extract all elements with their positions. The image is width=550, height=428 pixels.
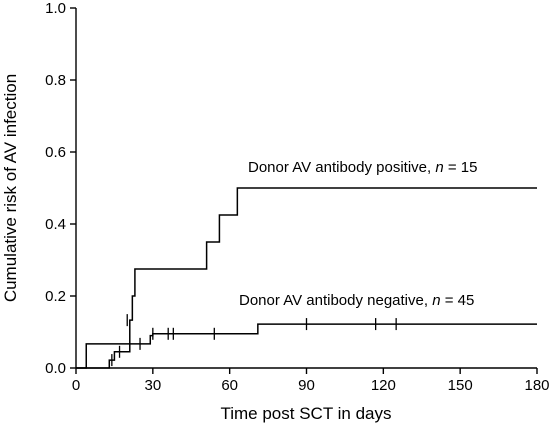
annotation-positive-n: n	[435, 159, 443, 176]
x-tick-label-3: 90	[298, 377, 315, 394]
y-axis-title: Cumulative risk of AV infection	[1, 74, 20, 302]
annotation-negative-suffix: = 45	[441, 292, 475, 309]
annotation-negative: Donor AV antibody negative, n = 45	[239, 292, 474, 309]
x-tick-label-4: 120	[371, 377, 396, 394]
x-tick-label-1: 30	[144, 377, 161, 394]
x-tick-label-0: 0	[72, 377, 80, 394]
y-tick-label-0: 0.0	[45, 360, 66, 377]
annotation-negative-prefix: Donor AV antibody negative,	[239, 292, 432, 309]
annotation-positive: Donor AV antibody positive, n = 15	[248, 159, 477, 176]
x-axis-title: Time post SCT in days	[220, 404, 391, 423]
annotation-positive-prefix: Donor AV antibody positive,	[248, 159, 435, 176]
series-negative-line	[76, 323, 537, 369]
x-tick-label-6: 180	[524, 377, 549, 394]
x-tick-label-2: 60	[221, 377, 238, 394]
annotation-positive-suffix: = 15	[444, 159, 478, 176]
series-positive-line	[76, 187, 537, 369]
y-tick-label-4: 0.8	[45, 72, 66, 89]
annotation-negative-n: n	[432, 292, 440, 309]
y-tick-label-1: 0.2	[45, 288, 66, 305]
y-tick-label-2: 0.4	[45, 216, 66, 233]
y-tick-label-5: 1.0	[45, 0, 66, 17]
y-tick-label-3: 0.6	[45, 144, 66, 161]
x-tick-label-5: 150	[448, 377, 473, 394]
ticks: 0 30 60 90 120 150 180 0.0 0.2 0.4 0.6 0.8 1.0	[45, 0, 549, 394]
series-group	[76, 187, 537, 369]
